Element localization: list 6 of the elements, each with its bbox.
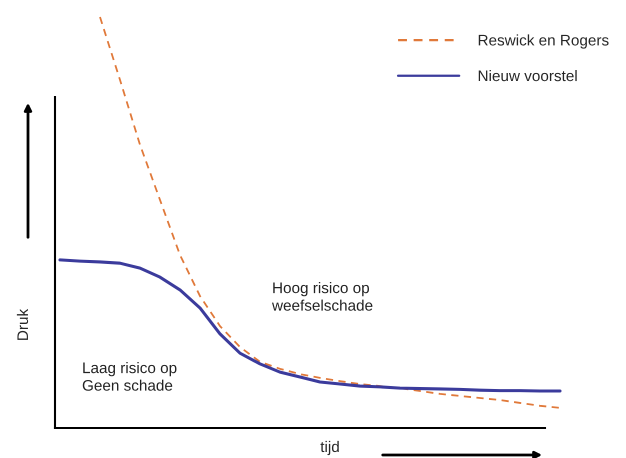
x-axis-title: tijd [320, 440, 339, 456]
legend-label: Reswick en Rogers [478, 34, 609, 49]
annotation: Laag risico op Geen schade [82, 362, 176, 391]
legend-label: Nieuw voorstel [478, 70, 577, 82]
y-axis-title: Druk [16, 308, 28, 340]
annotation: Hoog risico op weefselschade [272, 282, 372, 311]
